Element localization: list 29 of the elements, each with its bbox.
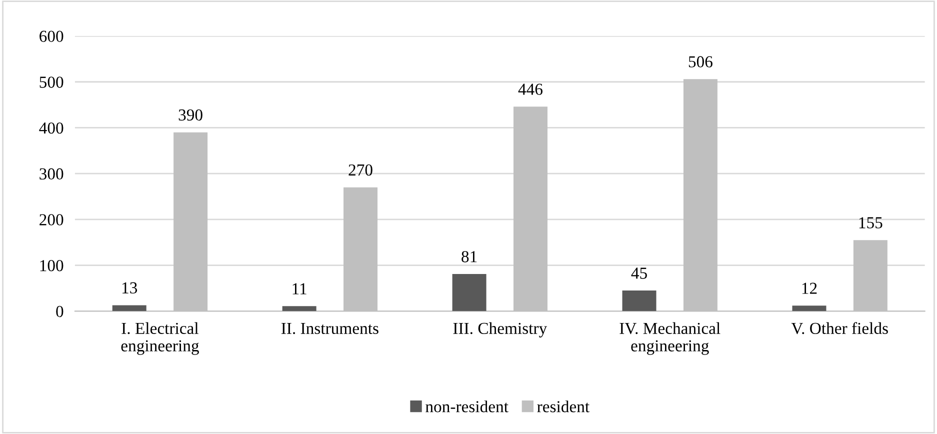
y-tick-label: 0 <box>56 306 64 318</box>
data-label: 270 <box>348 164 372 176</box>
x-tick-label: IV. Mechanical engineering <box>620 322 720 355</box>
y-tick-label: 200 <box>40 214 64 226</box>
x-tick-label: I. Electrical engineering <box>121 322 199 355</box>
bar <box>622 290 656 312</box>
legend-label: non-resident <box>426 400 508 412</box>
bar <box>282 306 316 312</box>
data-label: 81 <box>462 251 477 262</box>
legend-label: resident <box>537 400 590 412</box>
y-tick-label: 100 <box>40 260 64 272</box>
bar <box>112 305 146 312</box>
data-label: 11 <box>292 283 306 294</box>
data-label: 446 <box>518 84 542 95</box>
bar <box>452 274 486 312</box>
data-label: 13 <box>122 282 138 294</box>
x-tick-label: III. Chemistry <box>453 322 548 338</box>
y-tick-label: 500 <box>40 76 64 88</box>
data-label: 12 <box>802 282 817 294</box>
x-tick-label: II. Instruments <box>281 322 378 334</box>
data-label: 390 <box>178 109 202 121</box>
data-label: 506 <box>688 56 712 68</box>
bar <box>792 306 826 312</box>
y-tick-label: 400 <box>39 122 64 134</box>
x-tick-label: V. Other fields <box>791 322 888 334</box>
data-label: 45 <box>631 268 647 279</box>
y-tick-label: 600 <box>40 30 64 42</box>
y-tick-label: 300 <box>40 168 64 180</box>
data-label: 155 <box>859 217 882 228</box>
